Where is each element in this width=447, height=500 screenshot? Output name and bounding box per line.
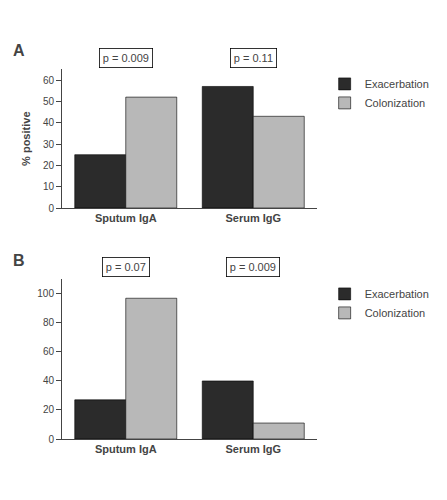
svg-text:20: 20 (43, 404, 55, 415)
svg-text:A: A (13, 42, 25, 59)
svg-text:60: 60 (43, 75, 55, 86)
svg-text:0: 0 (48, 434, 54, 445)
svg-text:20: 20 (43, 160, 55, 171)
svg-text:p = 0.009: p = 0.009 (230, 261, 276, 273)
svg-text:40: 40 (43, 117, 55, 128)
svg-text:Sputum IgA: Sputum IgA (95, 443, 157, 455)
svg-text:B: B (13, 252, 25, 269)
svg-text:p = 0.009: p = 0.009 (103, 52, 149, 64)
svg-text:% positive: % positive (20, 111, 32, 165)
svg-text:Sputum IgA: Sputum IgA (95, 212, 157, 224)
svg-text:Exacerbation: Exacerbation (365, 288, 429, 300)
svg-text:80: 80 (43, 317, 55, 328)
svg-text:Serum IgG: Serum IgG (225, 212, 281, 224)
svg-text:100: 100 (37, 288, 54, 299)
svg-text:Serum IgG: Serum IgG (225, 443, 281, 455)
svg-text:30: 30 (43, 139, 55, 150)
svg-text:Exacerbation: Exacerbation (365, 78, 429, 90)
svg-text:Colonization: Colonization (365, 97, 426, 109)
svg-text:0: 0 (48, 203, 54, 214)
svg-text:p = 0.07: p = 0.07 (106, 261, 146, 273)
svg-text:Colonization: Colonization (365, 307, 426, 319)
svg-text:10: 10 (43, 181, 55, 192)
svg-text:50: 50 (43, 96, 55, 107)
svg-text:40: 40 (43, 375, 55, 386)
svg-text:p = 0.11: p = 0.11 (234, 52, 273, 64)
svg-text:60: 60 (43, 346, 55, 357)
